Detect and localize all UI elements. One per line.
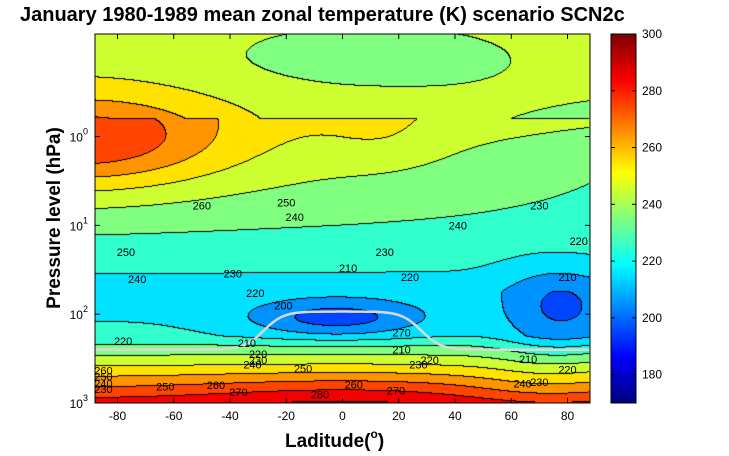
chart-title: January 1980-1989 mean zonal temperature… [20,4,625,26]
contour-label: 210 [339,263,357,275]
contour-label: 240 [94,378,112,390]
contour-label: 230 [94,384,112,396]
colorbar-tick-label: 220 [642,254,662,268]
contour-label: 260 [207,380,225,392]
x-tick-label: -80 [109,409,127,423]
x-tick-label: 20 [392,409,406,423]
x-tick-label: 0 [339,409,346,423]
contour-label: 230 [530,201,548,213]
contour-label: 230 [376,247,394,259]
contour-label: 220 [558,365,576,377]
y-tick-label: 100 [70,127,88,145]
colorbar-frame [610,33,637,404]
colorbar-tick-label: 280 [642,84,662,98]
contour-label: 230 [530,377,548,389]
contour-label: 210 [392,345,410,357]
colorbar-tick-label: 240 [642,197,662,211]
contour-label: 240 [449,220,467,232]
colorbar-ticks: 180 200 220 240 260 280 300 [611,27,662,382]
contour-label: 260 [345,380,363,392]
contour-label: 260 [94,365,112,377]
contour-label: 260 [193,201,211,213]
contour-label: 250 [117,247,135,259]
colorbar-tick-label: 200 [642,311,662,325]
colorbar-tick-label: 300 [642,27,662,41]
contour-label: 220 [246,288,264,300]
x-tick-label: 60 [505,409,519,423]
contour-label: 220 [570,236,588,248]
contour-label: 250 [156,381,174,393]
x-tick-label: -20 [278,409,296,423]
contour-label: 200 [274,301,292,313]
y-axis: 100 101 102 103 [70,127,590,411]
contour-label: 210 [519,354,537,366]
contour-label: 220 [114,336,132,348]
temperature-field [95,34,590,403]
contour-label: 250 [294,364,312,376]
contour-label: 210 [238,338,256,350]
contour-label: 250 [277,197,295,209]
contour-label: 230 [224,269,242,281]
contour-label: 270 [229,387,247,399]
y-tick-label: 102 [70,304,88,322]
colorbar-gradient [611,34,636,403]
colorbar: 180 200 220 240 260 280 300 [610,27,662,404]
contour-label: 220 [401,272,419,284]
contour-label: 270 [387,385,405,397]
y-axis-label: Pressure level (hPa) [44,127,65,309]
colorbar-tick-label: 260 [642,141,662,155]
contour-label: 240 [286,212,304,224]
tropopause-line [95,310,590,351]
x-tick-label: 80 [561,409,575,423]
contour-label: 240 [513,378,531,390]
colorbar-tick-label: 180 [642,368,662,382]
x-tick-label: -40 [221,409,239,423]
contour-label: 240 [128,274,146,286]
y-tick-label: 101 [70,215,88,233]
contour-label: 230 [249,355,267,367]
contour-label: 210 [558,272,576,284]
contour-label: 240 [243,360,261,372]
contour-label: 250 [94,371,112,383]
x-axis-label: Laditude(o) [285,427,384,452]
contour-label: 270 [392,327,410,339]
x-tick-label: 40 [448,409,462,423]
contour-label: 220 [249,349,267,361]
contour-label: 230 [409,360,427,372]
x-axis: -80 -60 -40 -20 0 20 40 60 80 [109,34,575,423]
x-tick-label: -60 [165,409,183,423]
y-tick-label: 103 [70,393,88,411]
contour-label: 280 [311,389,329,401]
contour-label: 220 [421,355,439,367]
